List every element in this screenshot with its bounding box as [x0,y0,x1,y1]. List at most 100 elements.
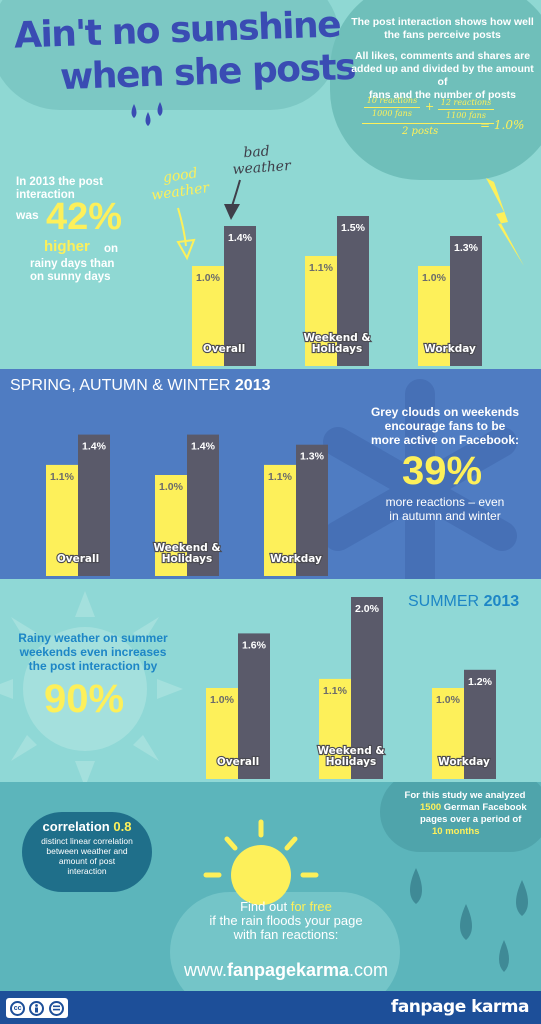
section-spring-autumn-winter: SPRING, AUTUMN & WINTER 2013 Grey clouds… [0,369,541,579]
section2-text: Grey clouds on weekends encourage fans t… [360,405,530,447]
intro-line-5: on sunny days [30,271,111,283]
bar-bad-weather-overall [78,434,110,576]
formula-num2-line [438,109,494,110]
category-label-workday: Workday [270,553,322,565]
bar-good-weather-overall [46,464,78,576]
category-label-workday: Workday [438,756,490,768]
cta-free: for free [290,899,332,914]
stat-39: 39% [402,449,483,493]
bar-good-weather-overall [206,688,238,779]
nd-icon [48,1000,64,1016]
info-line-1: The post interaction shows how well [351,16,534,28]
bar-bad-weather-weekend-holidays [337,216,369,366]
formula-num1-line [364,107,420,108]
formula-result: = 1.0% [480,118,525,132]
formula: 10 reactions 1000 fans + 12 reactions 11… [362,96,537,146]
cta-line-1-wrap: Find out for free [186,900,386,914]
study-months: 10 months [432,826,480,837]
section-study: For this study we analyzed 1500 German F… [0,782,541,991]
chart-2013-overall: 1.0% 1.4% Overall 1.1% 1.5% Weekend &Holidays… [192,216,482,366]
bar-good-weather-workday [432,688,464,779]
sun-icon [0,591,183,782]
bar-label-bad-weather-weekend-holidays: 1.5% [341,222,366,234]
info-cloud [330,0,541,180]
website-link[interactable]: www.fanpagekarma.com [176,960,396,981]
formula-num1-bottom: 1000 fans [372,109,412,118]
intro-line-2: interaction [16,189,75,201]
formula-num2-top: 12 reactions [440,98,492,107]
correlation-line-4: interaction [67,866,107,876]
stat-90: 90% [44,677,125,721]
section3-line-1: Rainy weather on summer [18,631,168,645]
bar-bad-weather-overall [224,226,256,366]
formula-main-line [362,123,494,124]
formula-denominator: 2 posts [402,126,439,137]
correlation-desc: distinct linear correlation between weat… [22,836,152,876]
category-label-workday: Workday [424,343,476,355]
correlation-value: 0.8 [113,819,132,834]
cc-icon: cc [10,1000,26,1016]
correlation-badge [22,812,152,892]
lightning-icon [486,178,524,266]
section3-line-2: weekends even increases [19,645,167,659]
bar-good-weather-overall [192,266,224,366]
section2-line-5: in autumn and winter [389,509,501,523]
bar-label-bad-weather-workday: 1.3% [300,451,325,463]
bar-good-weather-workday [264,464,296,576]
study-line-2-wrap: 1500 German Facebook [392,802,538,814]
study-cloud [380,782,541,852]
bar-bad-weather-weekend-holidays [187,434,219,576]
section2-title-text: SPRING, AUTUMN & WINTER [10,377,231,394]
study-number: 1500 [420,802,442,813]
section2-line-4: more reactions – even [385,495,505,509]
study-line-2: German Facebook [443,802,527,813]
formula-plus: + [425,100,435,113]
section2-line-1: Grey clouds on weekends [370,405,520,419]
section3-title-year: 2013 [483,593,520,610]
bar-label-good-weather-workday: 1.0% [422,272,447,284]
url-suffix: .com [349,960,389,980]
category-label-weekend-holidays-1: Weekend & [317,745,384,757]
formula-num2-bottom: 1100 fans [446,111,486,120]
section2-title: SPRING, AUTUMN & WINTER 2013 [10,377,271,395]
category-label-overall: Overall [217,756,259,768]
correlation-title: correlation 0.8 [22,819,152,834]
bar-label-bad-weather-weekend-holidays: 2.0% [355,603,380,615]
category-label-weekend-holidays-2: Holidays [326,756,377,768]
bar-label-good-weather-weekend-holidays: 1.0% [159,481,184,493]
info-line-2: the fans perceive posts [384,29,501,41]
section3-title-text: SUMMER [408,593,480,610]
category-label-overall: Overall [57,553,99,565]
bar-label-bad-weather-overall: 1.6% [242,639,267,651]
bad-weather-arrow-icon [224,179,241,220]
cta-line-1: Find out [240,899,288,914]
bar-bad-weather-workday [464,669,496,779]
info-text-1: The post interaction shows how well the … [350,16,535,42]
study-line-1: For this study we analyzed [404,790,526,801]
url-bold: fanpagekarma [226,960,350,980]
chart-spring-autumn-winter: 1.1% 1.4% Overall 1.0% 1.4% Weekend &Holidays… [46,434,328,576]
bar-bad-weather-overall [238,633,270,779]
correlation-label: correlation [42,819,110,834]
bar-label-good-weather-workday: 1.0% [436,694,461,706]
study-text: For this study we analyzed 1500 German F… [392,790,538,838]
snowflake-icon [323,379,517,579]
correlation-text: correlation 0.8 distinct linear correlat… [22,819,152,876]
intro-line-4: rainy days than [30,258,115,270]
bar-label-bad-weather-workday: 1.3% [454,242,479,254]
category-label-weekend-holidays-1: Weekend & [153,542,220,554]
section2-title-year: 2013 [234,377,271,394]
bar-label-good-weather-weekend-holidays: 1.1% [323,685,348,697]
brand-logo[interactable]: fanpage karma [390,997,530,1017]
rain-drops-icon [410,868,528,972]
bar-bad-weather-weekend-holidays [351,597,383,779]
formula-num1-top: 10 reactions [366,96,418,105]
bar-label-good-weather-overall: 1.0% [210,694,235,706]
bar-label-good-weather-overall: 1.1% [50,471,75,483]
license-icons[interactable]: cc [6,998,68,1018]
info-line-4: added up and divided by the amount of [351,63,534,88]
section3-title: SUMMER 2013 [408,593,519,611]
section2-line-3: more active on Facebook: [370,433,520,447]
stat-higher: higher [44,238,90,255]
category-label-weekend-holidays-2: Holidays [162,553,213,565]
